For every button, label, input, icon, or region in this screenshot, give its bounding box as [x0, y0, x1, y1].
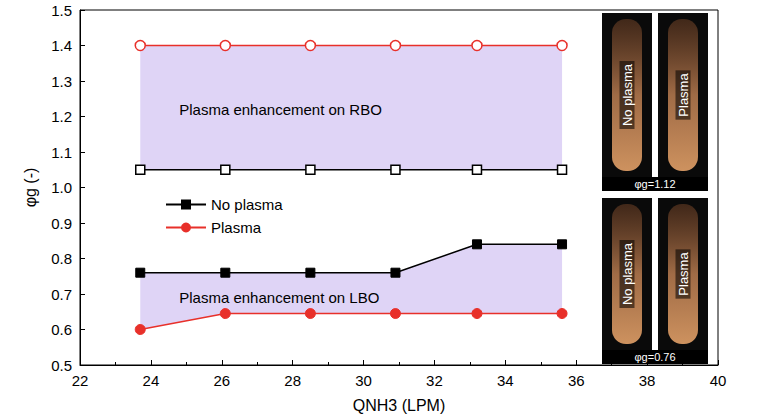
svg-text:24: 24 — [143, 372, 160, 389]
svg-text:34: 34 — [497, 372, 514, 389]
svg-text:0.6: 0.6 — [51, 321, 72, 338]
svg-text:28: 28 — [284, 372, 301, 389]
svg-text:26: 26 — [213, 372, 230, 389]
svg-text:40: 40 — [710, 372, 727, 389]
svg-text:0.9: 0.9 — [51, 215, 72, 232]
svg-text:32: 32 — [426, 372, 443, 389]
svg-text:Plasma enhancement on RBO: Plasma enhancement on RBO — [179, 101, 382, 118]
svg-text:1.4: 1.4 — [51, 37, 72, 54]
svg-text:QNH3 (LPM): QNH3 (LPM) — [353, 397, 445, 414]
svg-text:φg=0.76: φg=0.76 — [634, 351, 675, 363]
svg-text:0.8: 0.8 — [51, 250, 72, 267]
svg-text:1.3: 1.3 — [51, 73, 72, 90]
svg-text:30: 30 — [355, 372, 372, 389]
svg-text:Plasma: Plasma — [676, 73, 691, 117]
svg-text:0.7: 0.7 — [51, 286, 72, 303]
svg-text:φg=1.12: φg=1.12 — [634, 178, 675, 190]
svg-text:1.5: 1.5 — [51, 2, 72, 19]
svg-text:36: 36 — [568, 372, 585, 389]
svg-text:1.1: 1.1 — [51, 144, 72, 161]
svg-text:Plasma: Plasma — [211, 219, 262, 236]
svg-text:No plasma: No plasma — [620, 63, 635, 126]
svg-text:No plasma: No plasma — [211, 196, 283, 213]
svg-text:Plasma enhancement on LBO: Plasma enhancement on LBO — [179, 289, 379, 306]
svg-text:22: 22 — [72, 372, 89, 389]
svg-text:φg (-): φg (-) — [22, 168, 39, 208]
svg-text:38: 38 — [639, 372, 656, 389]
svg-text:1.2: 1.2 — [51, 108, 72, 125]
svg-text:Plasma: Plasma — [676, 252, 691, 296]
svg-text:1.0: 1.0 — [51, 179, 72, 196]
svg-text:No plasma: No plasma — [620, 242, 635, 305]
svg-text:0.5: 0.5 — [51, 357, 72, 374]
